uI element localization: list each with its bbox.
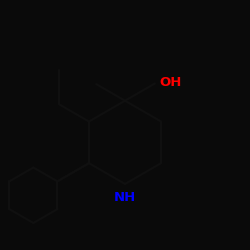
Text: NH: NH [114, 191, 136, 204]
Text: OH: OH [160, 76, 182, 89]
